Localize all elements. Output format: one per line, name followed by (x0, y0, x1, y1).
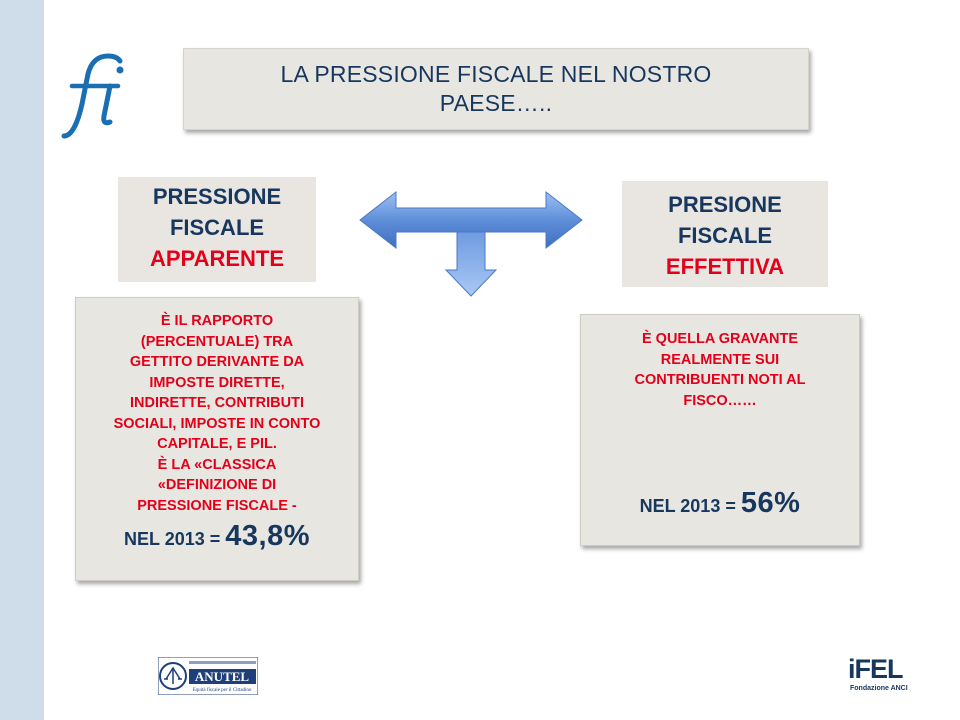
desc-effettiva-text: È QUELLA GRAVANTE REALMENTE SUI CONTRIBU… (634, 331, 806, 409)
ifel-logo-text: iFEL (848, 654, 903, 684)
label-apparente-line1: PRESSIONE (152, 184, 282, 209)
label-apparente-line3: APPARENTE (149, 246, 285, 271)
desc-apparente-value-line: NEL 2013 = 43,8% (84, 520, 350, 553)
desc-effettiva: È QUELLA GRAVANTE REALMENTE SUI CONTRIBU… (580, 314, 860, 546)
label-effettiva-line1: PRESIONE (668, 192, 782, 217)
desc-apparente-text: È IL RAPPORTO (PERCENTUALE) TRA GETTITO … (113, 313, 321, 514)
value-apparente: 43,8% (225, 520, 310, 552)
page-title: LA PRESSIONE FISCALE NEL NOSTRO PAESE….. (280, 61, 712, 116)
svg-text:ANUTEL: ANUTEL (195, 669, 250, 684)
label-apparente-line2: FISCALE (169, 215, 265, 240)
ifel-logo-sub: Fondazione ANCI (850, 685, 908, 692)
year-label: NEL 2013 = (639, 496, 741, 516)
label-effettiva: PRESIONE FISCALE EFFETTIVA (622, 181, 828, 287)
svg-text:Equità fiscale per il Cittadin: Equità fiscale per il Cittadino (193, 688, 252, 693)
label-apparente: PRESSIONE FISCALE APPARENTE (118, 177, 316, 282)
label-effettiva-line2: FISCALE (677, 223, 773, 248)
side-stripe (0, 0, 44, 720)
year-label: NEL 2013 = (124, 529, 226, 549)
label-effettiva-line3: EFFETTIVA (665, 254, 785, 279)
ifel-logo: iFEL Fondazione ANCI (848, 654, 910, 698)
anutel-logo-icon: ANUTEL Equità fiscale per il Cittadino (158, 657, 258, 695)
value-effettiva: 56% (740, 487, 801, 519)
title-box: LA PRESSIONE FISCALE NEL NOSTRO PAESE….. (183, 48, 809, 130)
desc-effettiva-value-line: NEL 2013 = 56% (593, 487, 847, 520)
t-arrow-icon (359, 190, 583, 297)
desc-apparente: È IL RAPPORTO (PERCENTUALE) TRA GETTITO … (75, 297, 359, 581)
fi-logo-icon (61, 53, 124, 139)
